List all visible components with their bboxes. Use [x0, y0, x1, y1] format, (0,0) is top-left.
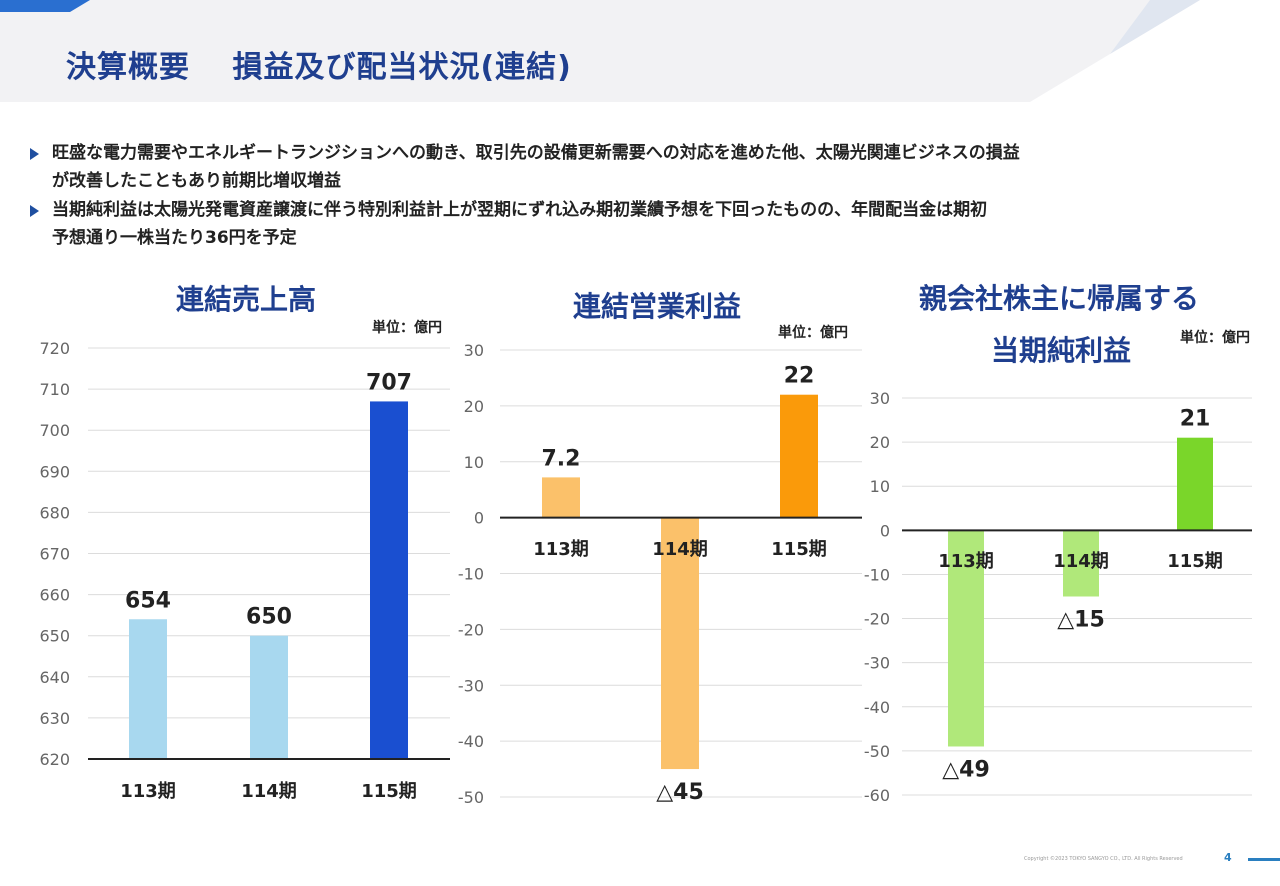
chart-title: 連結売上高	[176, 283, 316, 316]
category-label: 115期	[1167, 551, 1223, 572]
copyright-text: Copyright ©2023 TOKYO SANGYO CO., LTD. A…	[1024, 856, 1183, 862]
y-tick-label: 670	[39, 545, 70, 564]
page-title: 決算概要 損益及び配当状況(連結)	[66, 50, 572, 85]
data-label: 7.2	[542, 446, 581, 471]
y-tick-label: -20	[458, 620, 484, 639]
y-tick-label: -40	[458, 732, 484, 751]
y-tick-label: 630	[39, 709, 70, 728]
bullet-triangle-icon	[30, 205, 39, 217]
y-tick-label: -10	[458, 565, 484, 584]
bullet-text-line1: 当期純利益は太陽光発電資産譲渡に伴う特別利益計上が翌期にずれ込み期初業績予想を下…	[52, 200, 988, 220]
y-tick-label: -60	[864, 786, 890, 805]
y-tick-label: 640	[39, 668, 70, 687]
unit-label: 単位：億円	[372, 319, 442, 336]
bullet-item: 旺盛な電力需要やエネルギートランジションへの動き、取引先の設備更新需要への対応を…	[30, 139, 1180, 195]
category-label: 113期	[120, 781, 176, 802]
y-tick-label: -50	[864, 742, 890, 761]
footer-accent-line	[1248, 858, 1280, 861]
data-label: 650	[246, 605, 292, 630]
data-label: 21	[1180, 407, 1211, 432]
y-tick-label: 650	[39, 627, 70, 646]
category-label: 115期	[771, 539, 827, 560]
bar	[542, 477, 580, 518]
y-tick-label: 720	[39, 339, 70, 358]
data-label: △15	[1057, 608, 1105, 633]
y-tick-label: -50	[458, 788, 484, 807]
category-label: 114期	[1053, 551, 1109, 572]
y-tick-label: -30	[458, 676, 484, 695]
chart-title: 連結営業利益	[573, 290, 741, 323]
category-label: 114期	[241, 781, 297, 802]
chart-title-line2: 当期純利益	[991, 334, 1131, 367]
y-tick-label: 710	[39, 380, 70, 399]
y-tick-label: 700	[39, 421, 70, 440]
y-tick-label: -20	[864, 610, 890, 629]
bullet-text-line1: 旺盛な電力需要やエネルギートランジションへの動き、取引先の設備更新需要への対応を…	[52, 143, 1020, 163]
category-label: 113期	[938, 551, 994, 572]
bar	[1177, 437, 1213, 531]
page-number: 4	[1224, 851, 1232, 864]
bar	[780, 394, 818, 518]
y-tick-label: -30	[864, 654, 890, 673]
data-label: 654	[125, 588, 171, 613]
bar	[1063, 530, 1099, 597]
bar	[129, 619, 167, 759]
y-tick-label: 680	[39, 503, 70, 522]
unit-label: 単位：億円	[778, 324, 848, 341]
y-tick-label: 660	[39, 586, 70, 605]
header-band	[0, 0, 1200, 102]
y-tick-label: 10	[464, 453, 484, 472]
chart-title: 親会社株主に帰属する	[919, 282, 1199, 315]
category-label: 113期	[533, 539, 589, 560]
bar	[370, 401, 408, 759]
y-tick-label: 0	[880, 521, 890, 540]
bar	[948, 530, 984, 747]
bar	[661, 517, 699, 770]
bullet-item: 当期純利益は太陽光発電資産譲渡に伴う特別利益計上が翌期にずれ込み期初業績予想を下…	[30, 196, 1180, 252]
bullet-text-line2: が改善したこともあり前期比増収増益	[52, 171, 341, 191]
bullet-triangle-icon	[30, 148, 39, 160]
y-tick-label: 10	[870, 477, 890, 496]
y-tick-label: 30	[464, 341, 484, 360]
data-label: △49	[942, 757, 990, 782]
data-label: △45	[656, 780, 704, 805]
y-tick-label: -10	[864, 565, 890, 584]
y-tick-label: 690	[39, 462, 70, 481]
y-tick-label: 20	[870, 433, 890, 452]
category-label: 114期	[652, 539, 708, 560]
y-tick-label: 30	[870, 389, 890, 408]
y-tick-label: 0	[474, 509, 484, 528]
y-tick-label: 620	[39, 750, 70, 769]
category-label: 115期	[361, 781, 417, 802]
y-tick-label: 20	[464, 397, 484, 416]
unit-label: 単位：億円	[1180, 329, 1250, 346]
bar	[250, 635, 288, 759]
bullet-text-line2: 予想通り一株当たり36円を予定	[52, 228, 297, 248]
data-label: 707	[366, 370, 412, 395]
y-tick-label: -40	[864, 698, 890, 717]
data-label: 22	[784, 364, 815, 389]
